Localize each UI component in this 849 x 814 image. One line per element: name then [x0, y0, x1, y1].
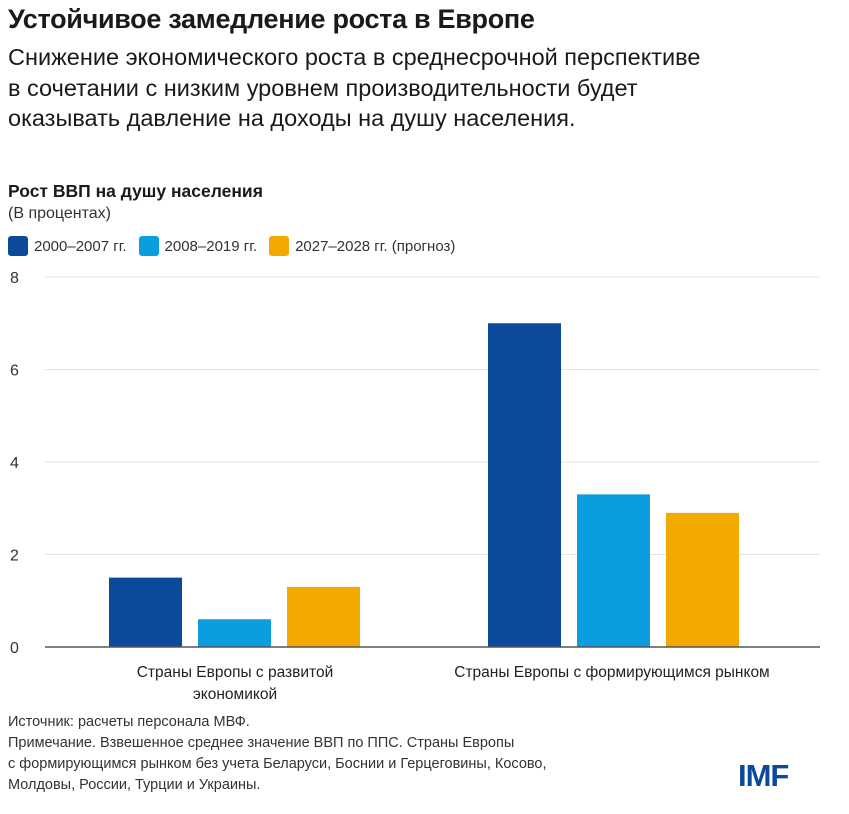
bar — [666, 512, 739, 647]
source-note: Источник: расчеты персонала МВФ. — [8, 714, 250, 730]
x-tick-label: Страны Европы с формирующимся рынком — [454, 664, 769, 681]
subtitle: Снижение экономического роста в среднеср… — [8, 44, 701, 131]
y-tick-label: 0 — [10, 640, 19, 657]
y-tick-label: 2 — [10, 548, 19, 565]
note-line: Молдовы, России, Турции и Украины. — [8, 777, 261, 793]
note-line: с формирующимся рынком без учета Беларус… — [8, 756, 547, 772]
bar — [488, 323, 561, 647]
notes: Источник: расчеты персонала МВФ. Примеча… — [8, 712, 547, 796]
page-title: Устойчивое замедление роста в Европе — [8, 4, 535, 34]
y-tick-label: 4 — [10, 455, 19, 472]
bar-chart: 0 2 4 6 8 Страны Европы с развитой экономикой С… — [10, 270, 820, 703]
legend-swatch — [269, 236, 290, 256]
legend-item: 2008–2019 гг. — [138, 236, 258, 256]
y-tick-label: 6 — [10, 363, 19, 380]
y-tick-label: 8 — [10, 270, 19, 287]
legend-label: 2027–2028 гг. (прогноз) — [295, 237, 456, 255]
legend-label: 2000–2007 гг. — [34, 237, 127, 255]
legend-item: 2027–2028 гг. (прогноз) — [269, 236, 455, 256]
note-line: Примечание. Взвешенное среднее значение … — [8, 735, 515, 751]
legend-swatch — [138, 236, 159, 256]
bar — [287, 586, 360, 647]
bar — [198, 619, 271, 647]
bar — [577, 494, 650, 647]
legend-label: 2008–2019 гг. — [164, 237, 258, 255]
x-tick-label: Страны Европы с развитой экономикой — [137, 664, 334, 703]
chart-unit: (В процентах) — [8, 205, 111, 222]
bar — [109, 577, 182, 647]
legend-item: 2000–2007 гг. — [8, 236, 127, 256]
imf-logo: IMF — [738, 758, 789, 793]
chart-title: Рост ВВП на душу населения — [8, 181, 263, 201]
legend: 2000–2007 гг. 2008–2019 гг. 2027–2028 гг… — [8, 236, 459, 256]
legend-swatch — [8, 236, 28, 256]
